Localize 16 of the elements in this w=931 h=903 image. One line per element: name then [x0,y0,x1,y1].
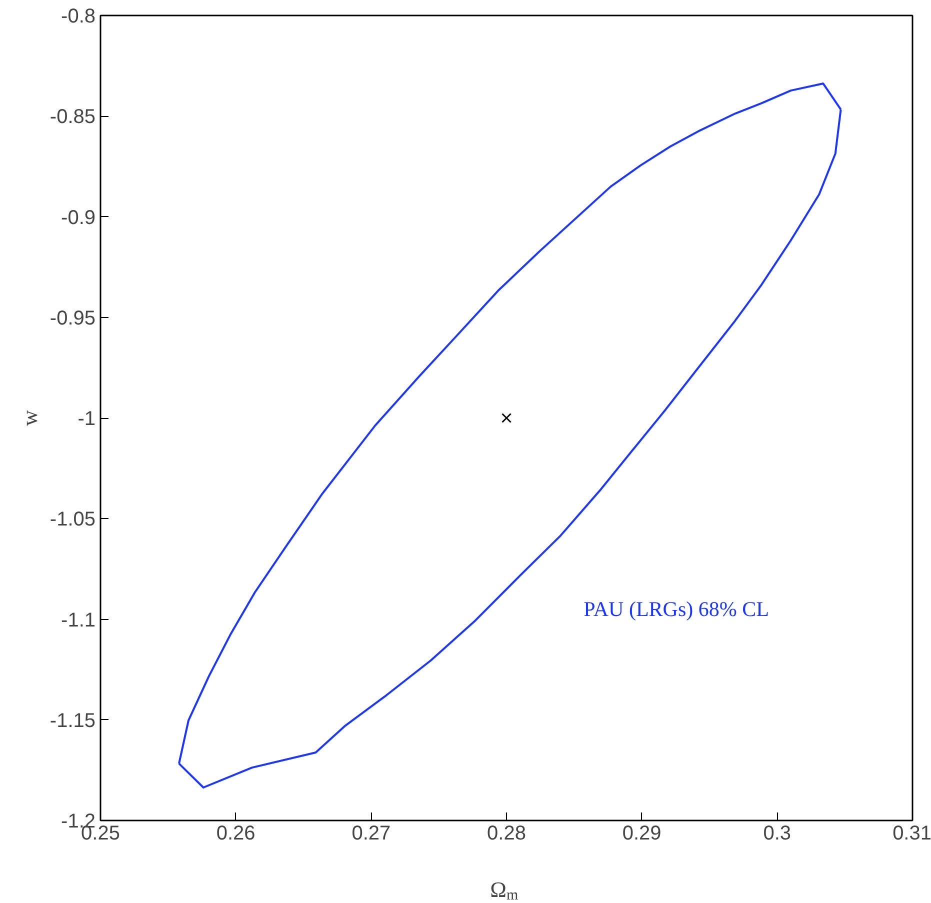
y-tick-label: -0.8 [61,6,96,28]
x-tick-label: 0.31 [892,822,931,844]
x-tick-label: 0.3 [763,822,792,844]
y-tick-label: -1.1 [61,609,96,632]
x-tick-label: 0.26 [216,822,256,844]
y-tick-label: -0.85 [50,106,96,128]
y-tick-label: -1.15 [50,710,96,732]
x-tick-label: 0.29 [622,822,662,844]
annotation: PAU (LRGs) 68% CL [584,596,769,621]
x-tick-label: 0.27 [352,822,391,844]
y-tick-label: -1.05 [50,508,96,531]
y-tick-label: -0.9 [61,206,96,229]
y-tick-label: -0.95 [50,307,96,330]
x-tick-label: 0.28 [487,822,526,844]
y-axis-title: w [16,410,42,426]
y-tick-label: -1 [78,408,96,430]
